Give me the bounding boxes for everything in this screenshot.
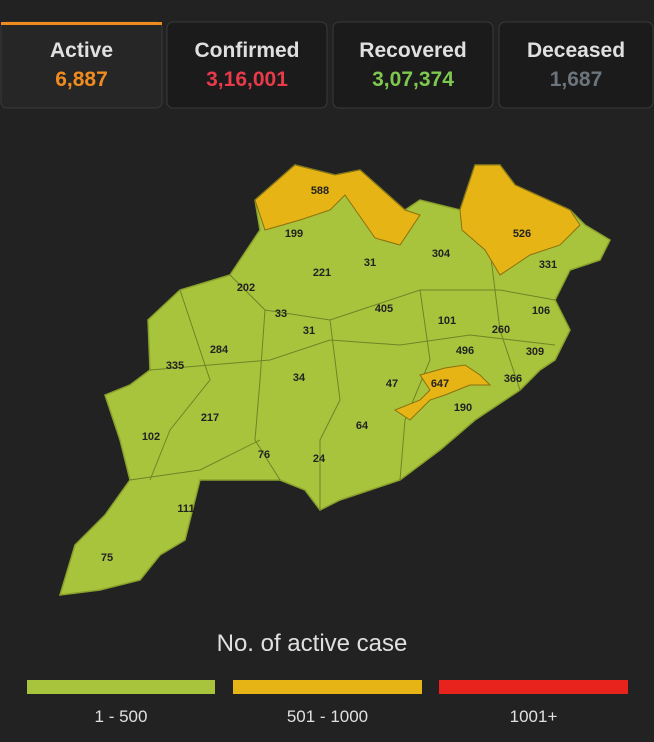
legend-swatch: [233, 680, 422, 694]
tab-indicator: [1, 22, 162, 25]
district-label: 64: [356, 420, 369, 432]
tab-label: Active: [50, 39, 113, 62]
tab-count: 1,687: [550, 68, 603, 91]
district-label: 190: [454, 402, 472, 414]
state-outline: [58, 164, 611, 596]
tab-background: [498, 21, 654, 109]
district-label: 588: [311, 185, 329, 197]
district-label: 102: [142, 431, 160, 443]
district-area: [459, 164, 581, 276]
tab-background: [166, 21, 328, 109]
district-label: 309: [526, 346, 544, 358]
district-label: 496: [456, 345, 474, 357]
district-label: 31: [364, 257, 376, 269]
district-label: 647: [431, 378, 449, 390]
tab-label: Deceased: [527, 39, 625, 62]
district-label: 31: [303, 325, 315, 337]
district-label: 111: [177, 503, 194, 515]
district-label: 331: [539, 259, 557, 271]
district-label: 24: [313, 453, 326, 465]
tab-count: 3,16,001: [206, 68, 288, 91]
tab-count: 3,07,374: [372, 68, 454, 91]
map: 588 526 647 190 331 304 199 221 31 202 33 31 405 101 2…: [101, 164, 581, 564]
tab[interactable]: Deceased 1,687: [498, 21, 654, 109]
legend-swatch: [439, 680, 628, 694]
district-area: [254, 164, 421, 246]
legend-label: 1 - 500: [95, 707, 148, 726]
tab-label: Recovered: [359, 39, 466, 62]
tab[interactable]: Confirmed 3,16,001: [166, 21, 328, 109]
district-label: 284: [210, 344, 229, 356]
district-label: 34: [293, 372, 306, 384]
district-label: 221: [313, 267, 331, 279]
tab[interactable]: Active 6,887: [0, 21, 163, 109]
district-label: 101: [438, 315, 456, 327]
tab-background: [0, 21, 163, 109]
district-label: 405: [375, 303, 393, 315]
legend-label: 1001+: [510, 707, 558, 726]
district-area: [393, 364, 492, 421]
tab-bar: Active 6,887 Confirmed 3,16,001 Recovered 3,0…: [0, 21, 654, 109]
district-label: 33: [275, 308, 287, 320]
district-label: 366: [504, 373, 522, 385]
district-label: 217: [201, 412, 219, 424]
district-label: 199: [285, 228, 303, 240]
district-label: 260: [492, 324, 510, 336]
district-label: 202: [237, 282, 255, 294]
district-label: 75: [101, 552, 113, 564]
district-label: 335: [166, 360, 184, 372]
legend: 1 - 500 501 - 1000 1001+: [27, 680, 628, 726]
district-label: 76: [258, 449, 270, 461]
legend-title: No. of active case: [217, 630, 408, 657]
district-label: 106: [532, 305, 550, 317]
tab-background: [332, 21, 494, 109]
legend-label: 501 - 1000: [287, 707, 368, 726]
legend-swatch: [27, 680, 215, 694]
tab-label: Confirmed: [195, 39, 300, 62]
tab-count: 6,887: [55, 68, 108, 91]
tab[interactable]: Recovered 3,07,374: [332, 21, 494, 109]
district-label: 304: [432, 248, 451, 260]
district-label: 526: [513, 228, 531, 240]
district-label: 47: [386, 378, 398, 390]
